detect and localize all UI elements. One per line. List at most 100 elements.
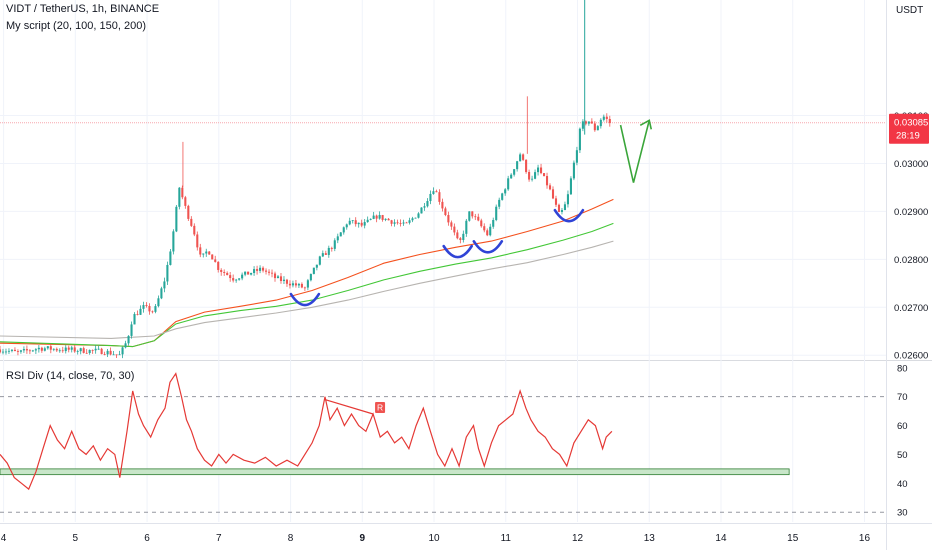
candle-body — [581, 121, 584, 129]
price-tick-label: 0.02600 — [894, 351, 928, 362]
time-tick-label: 14 — [715, 533, 727, 544]
symbol-title: VIDT / TetherUS, 1h, BINANCE — [6, 3, 160, 15]
candle-body — [181, 187, 184, 198]
candle-body — [85, 352, 88, 354]
candle-body — [232, 278, 235, 281]
candle-body — [528, 172, 531, 180]
rsi-tick-label: 40 — [897, 479, 908, 490]
candle-body — [100, 348, 103, 355]
candle-body — [360, 222, 363, 226]
candle-body — [501, 193, 504, 200]
candle-body — [483, 226, 486, 231]
candle-body — [492, 219, 495, 227]
candle-body — [408, 220, 411, 223]
candle-body — [309, 273, 312, 281]
candle-body — [109, 350, 112, 355]
candle-body — [381, 215, 384, 220]
candle-body — [10, 349, 14, 351]
candle-body — [590, 121, 593, 124]
candle-body — [432, 191, 435, 194]
candle-body — [423, 206, 426, 208]
candle-body — [214, 259, 217, 262]
candle-body — [4, 351, 8, 353]
candle-body — [569, 178, 572, 195]
candle-body — [435, 191, 438, 193]
candle-body — [441, 201, 444, 209]
candle-body — [486, 230, 489, 236]
divergence-label: R — [377, 403, 383, 413]
candle-body — [0, 349, 2, 353]
candle-body — [393, 222, 396, 224]
candle-body — [599, 119, 602, 127]
candle-body — [411, 218, 414, 221]
price-tick-label: 0.02900 — [894, 207, 928, 218]
candle-body — [465, 220, 468, 234]
time-tick-label: 13 — [644, 533, 656, 544]
candle-body — [554, 198, 558, 205]
candle-body — [348, 220, 351, 225]
candle-body — [396, 222, 399, 224]
candle-body — [342, 227, 345, 233]
candle-body — [587, 121, 590, 124]
candle-body — [605, 116, 608, 119]
candle-body — [22, 349, 25, 351]
time-tick-label: 10 — [428, 533, 440, 544]
candle-body — [429, 193, 432, 202]
candle-body — [324, 253, 327, 255]
time-tick-label: 5 — [73, 533, 79, 544]
candle-body — [139, 308, 142, 315]
candle-body — [37, 347, 40, 350]
candle-body — [49, 346, 52, 350]
candle-body — [306, 280, 309, 288]
candle-body — [399, 223, 402, 224]
candle-body — [133, 314, 136, 325]
candle-body — [387, 218, 390, 221]
divergence-line — [324, 398, 374, 415]
candle-body — [312, 267, 315, 274]
candle-body — [288, 283, 291, 286]
projection-arrow-head — [639, 119, 653, 130]
candle-body — [468, 211, 471, 221]
candle-body — [43, 348, 46, 351]
candle-body — [25, 349, 28, 351]
candle-body — [235, 279, 238, 281]
candle-body — [339, 232, 342, 237]
candle-body — [264, 270, 268, 272]
candle-body — [13, 349, 16, 352]
candle-body — [551, 189, 555, 199]
candle-body — [250, 273, 253, 275]
candle-body — [333, 240, 336, 249]
moving-average-line — [0, 198, 614, 348]
candle-body — [563, 204, 567, 211]
candle-body — [70, 347, 73, 350]
candle-body — [172, 231, 175, 252]
rsi-tick-label: 30 — [897, 508, 908, 519]
price-tick-label: 0.03000 — [894, 159, 928, 170]
candle-body — [175, 206, 178, 232]
candle-body — [196, 234, 199, 248]
candle-body — [94, 348, 97, 351]
candle-body — [297, 283, 300, 286]
candle-body — [372, 215, 375, 219]
candle-body — [330, 247, 333, 249]
candle-body — [450, 222, 453, 227]
cup-annotation — [472, 240, 504, 254]
candle-body — [602, 116, 605, 120]
candle-body — [519, 154, 522, 162]
candle-body — [238, 278, 241, 280]
candle-body — [276, 276, 280, 279]
candle-body — [507, 178, 510, 190]
candle-body — [354, 220, 357, 225]
candle-body — [187, 205, 190, 219]
candle-body — [106, 350, 109, 355]
candle-body — [420, 207, 423, 214]
candle-body — [336, 236, 339, 241]
candle-body — [531, 178, 534, 180]
candle-body — [557, 204, 561, 212]
candle-body — [259, 267, 262, 271]
candle-body — [151, 311, 154, 313]
time-tick-label: 4 — [1, 533, 7, 544]
candle-body — [459, 238, 462, 240]
candle-body — [91, 349, 94, 351]
